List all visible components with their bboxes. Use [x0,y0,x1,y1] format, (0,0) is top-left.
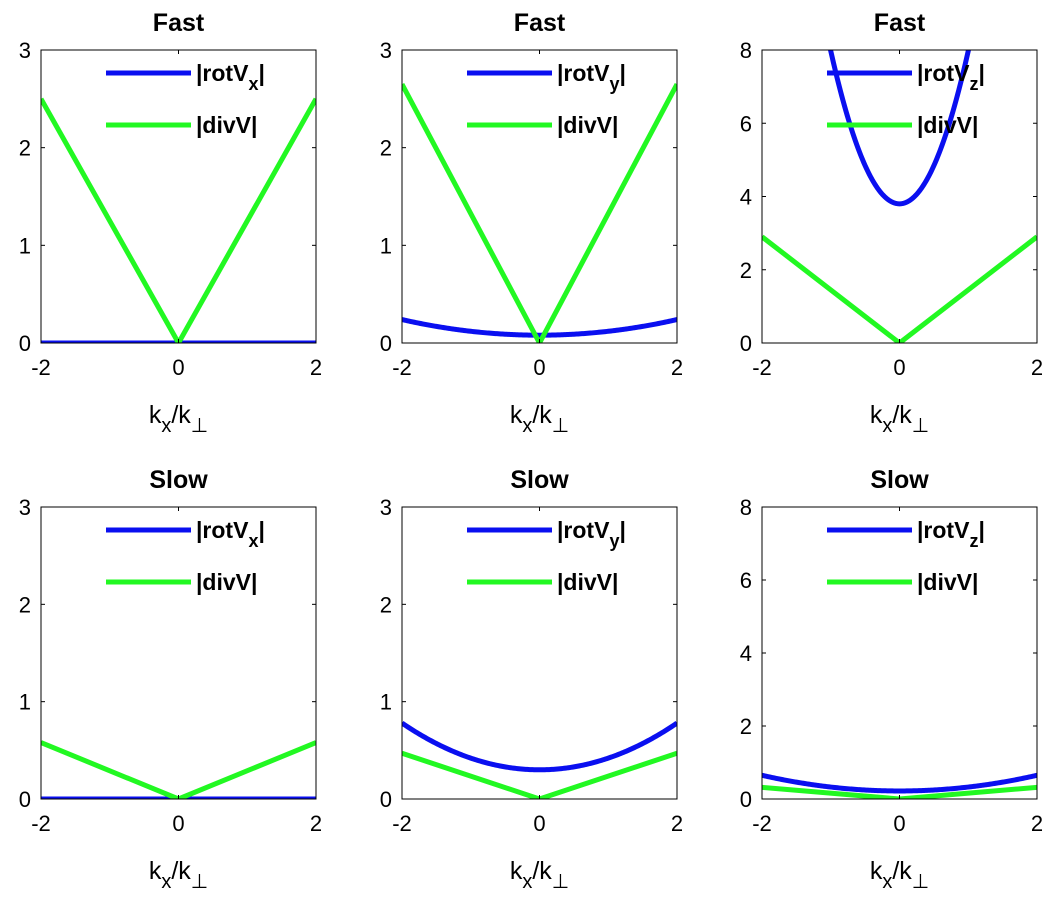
chart-title: Slow [149,466,208,494]
x-tick-label: -2 [752,355,772,380]
y-tick-label: 2 [380,592,392,617]
legend-label-divv: |divV| [557,569,618,595]
legend-label-divv: |divV| [196,569,257,595]
y-tick-label: 3 [380,495,392,520]
y-tick-label: 0 [19,787,31,812]
series-line-divv [402,83,677,343]
y-tick-label: 8 [740,38,752,63]
y-tick-label: 0 [740,787,752,812]
series-line-rotv [402,721,677,773]
x-tick-label: 2 [310,355,322,380]
x-tick-label: -2 [752,811,772,836]
chart-title: Slow [870,466,929,494]
series-line-divv [402,750,677,799]
y-tick-label: 2 [19,592,31,617]
y-tick-label: 0 [19,331,31,356]
legend: |rotVy| |divV| [467,60,626,138]
y-tick-label: 0 [380,787,392,812]
y-tick-label: 6 [740,111,752,136]
legend-label-divv: |divV| [917,112,978,138]
series-line-divv [41,740,316,799]
x-axis-label: kx/k⊥ [149,857,208,893]
x-tick-label: -2 [392,811,412,836]
y-tick-label: 3 [19,495,31,520]
x-tick-label: -2 [392,355,412,380]
legend-label-rotv: |rotVx| [196,60,265,94]
y-tick-label: 8 [740,495,752,520]
x-tick-label: 0 [533,811,545,836]
axes-box [401,49,678,344]
x-tick-label: 0 [533,355,545,380]
legend-label-rotv: |rotVz| [917,517,985,551]
y-tick-label: 0 [740,331,752,356]
series-line-rotv [402,317,677,338]
x-axis-label: kx/k⊥ [510,857,569,893]
y-tick-label: 3 [380,38,392,63]
x-tick-label: 2 [671,811,683,836]
legend-label-rotv: |rotVz| [917,60,985,94]
x-tick-label: 0 [893,355,905,380]
y-tick-label: 2 [380,136,392,161]
x-tick-label: 2 [310,811,322,836]
y-tick-label: 0 [380,331,392,356]
series-line-divv [41,97,316,343]
x-tick-label: 0 [172,355,184,380]
x-axis-label: kx/k⊥ [510,401,569,437]
legend-label-rotv: |rotVx| [196,517,265,551]
axes-box [40,506,317,800]
x-tick-label: 2 [1031,355,1043,380]
legend: |rotVy| |divV| [467,517,626,595]
y-tick-label: 2 [19,136,31,161]
x-tick-label: 2 [671,355,683,380]
series-line-rotv [827,50,972,207]
axes-box [761,506,1038,800]
series-line-rotv [762,772,1037,794]
x-tick-label: 2 [1031,811,1043,836]
y-tick-label: 4 [740,641,752,666]
y-tick-label: 1 [380,233,392,258]
legend-label-divv: |divV| [917,569,978,595]
series-line-divv [762,234,1037,343]
y-tick-label: 1 [19,690,31,715]
legend: |rotVx| |divV| [106,60,265,138]
legend-label-rotv: |rotVy| [557,517,626,551]
chart-title: Slow [510,466,569,494]
legend: |rotVz| |divV| [827,60,985,138]
chart-title: Fast [874,9,926,37]
legend: |rotVx| |divV| [106,517,265,595]
y-tick-label: 4 [740,185,752,210]
legend: |rotVz| |divV| [827,517,985,595]
x-axis-label: kx/k⊥ [149,401,208,437]
y-tick-label: 1 [19,233,31,258]
axes-box [401,506,678,800]
x-tick-label: 0 [172,811,184,836]
x-tick-label: 0 [893,811,905,836]
chart-title: Fast [514,9,566,37]
y-tick-label: 3 [19,38,31,63]
x-axis-label: kx/k⊥ [870,401,929,437]
y-tick-label: 1 [380,690,392,715]
series-line-divv [762,784,1037,799]
legend-label-divv: |divV| [557,112,618,138]
x-tick-label: -2 [31,811,51,836]
y-tick-label: 6 [740,568,752,593]
x-tick-label: -2 [31,355,51,380]
legend-label-rotv: |rotVy| [557,60,626,94]
chart-title: Fast [153,9,205,37]
axes-box [40,49,317,344]
y-tick-label: 2 [740,258,752,283]
axes-box [761,49,1038,344]
x-axis-label: kx/k⊥ [870,857,929,893]
y-tick-label: 2 [740,714,752,739]
legend-label-divv: |divV| [196,112,257,138]
